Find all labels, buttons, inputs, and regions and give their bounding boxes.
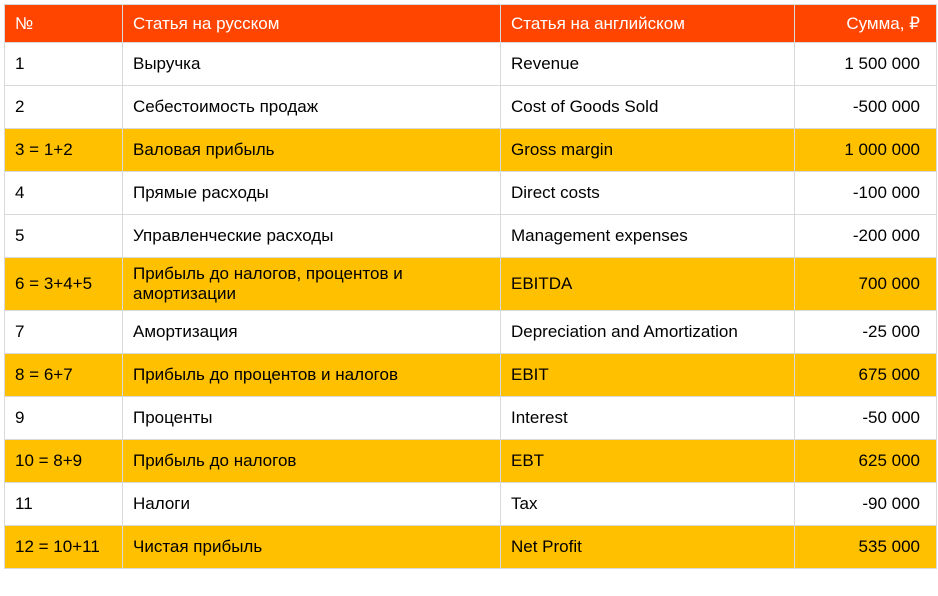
amount-cell: -50 000 bbox=[794, 396, 937, 440]
amount-cell: -25 000 bbox=[794, 310, 937, 354]
table-header: № Статья на русском Статья на английском… bbox=[4, 4, 937, 43]
amount-cell: 1 000 000 bbox=[794, 128, 937, 172]
article-en-cell: Tax bbox=[500, 482, 795, 526]
header-amount: Сумма, ₽ bbox=[794, 4, 937, 43]
article-en-cell: Depreciation and Amortization bbox=[500, 310, 795, 354]
article-en-cell: Revenue bbox=[500, 42, 795, 86]
article-ru-cell: Чистая прибыль bbox=[122, 525, 501, 569]
article-en-cell: Gross margin bbox=[500, 128, 795, 172]
article-ru-cell: Выручка bbox=[122, 42, 501, 86]
article-ru-cell: Валовая прибыль bbox=[122, 128, 501, 172]
amount-cell: 535 000 bbox=[794, 525, 937, 569]
article-ru-cell: Управленческие расходы bbox=[122, 214, 501, 258]
header-number: № bbox=[4, 4, 123, 43]
row-number-cell: 4 bbox=[4, 171, 123, 215]
table-row: 7 Амортизация Depreciation and Amortizatio… bbox=[4, 310, 937, 354]
table-row-subtotal: 8 = 6+7 Прибыль до процентов и налогов EBI… bbox=[4, 353, 937, 397]
article-en-cell: Interest bbox=[500, 396, 795, 440]
amount-cell: 675 000 bbox=[794, 353, 937, 397]
article-ru-cell: Прибыль до налогов, процентов и амортиза… bbox=[122, 257, 501, 311]
article-en-cell: Management expenses bbox=[500, 214, 795, 258]
article-ru-cell: Прямые расходы bbox=[122, 171, 501, 215]
table-row-subtotal: 10 = 8+9 Прибыль до налогов EBT 625 000 bbox=[4, 439, 937, 483]
table-row: 9 Проценты Interest -50 000 bbox=[4, 396, 937, 440]
amount-cell: -500 000 bbox=[794, 85, 937, 129]
article-en-cell: Net Profit bbox=[500, 525, 795, 569]
amount-cell: -100 000 bbox=[794, 171, 937, 215]
article-en-cell: Direct costs bbox=[500, 171, 795, 215]
table-row: 1 Выручка Revenue 1 500 000 bbox=[4, 42, 937, 86]
table-row: 4 Прямые расходы Direct costs -100 000 bbox=[4, 171, 937, 215]
article-ru-cell: Проценты bbox=[122, 396, 501, 440]
article-ru-cell: Себестоимость продаж bbox=[122, 85, 501, 129]
header-row: № Статья на русском Статья на английском… bbox=[4, 4, 937, 43]
article-en-cell: EBT bbox=[500, 439, 795, 483]
table-row: 11 Налоги Tax -90 000 bbox=[4, 482, 937, 526]
amount-cell: -200 000 bbox=[794, 214, 937, 258]
amount-cell: -90 000 bbox=[794, 482, 937, 526]
article-ru-cell: Прибыль до процентов и налогов bbox=[122, 353, 501, 397]
article-ru-cell: Амортизация bbox=[122, 310, 501, 354]
row-number-cell: 6 = 3+4+5 bbox=[4, 257, 123, 311]
header-article-ru: Статья на русском bbox=[122, 4, 501, 43]
row-number-cell: 10 = 8+9 bbox=[4, 439, 123, 483]
table-body: 1 Выручка Revenue 1 500 000 2 Себестоимость п… bbox=[4, 42, 937, 569]
amount-cell: 1 500 000 bbox=[794, 42, 937, 86]
row-number-cell: 12 = 10+11 bbox=[4, 525, 123, 569]
row-number-cell: 9 bbox=[4, 396, 123, 440]
header-article-en: Статья на английском bbox=[500, 4, 795, 43]
article-en-cell: EBIT bbox=[500, 353, 795, 397]
amount-cell: 625 000 bbox=[794, 439, 937, 483]
row-number-cell: 3 = 1+2 bbox=[4, 128, 123, 172]
table-row: 2 Себестоимость продаж Cost of Goods Sold -… bbox=[4, 85, 937, 129]
table-row-subtotal: 6 = 3+4+5 Прибыль до налогов, процентов и… bbox=[4, 257, 937, 311]
row-number-cell: 11 bbox=[4, 482, 123, 526]
article-ru-cell: Налоги bbox=[122, 482, 501, 526]
amount-cell: 700 000 bbox=[794, 257, 937, 311]
article-en-cell: EBITDA bbox=[500, 257, 795, 311]
table-row-subtotal: 12 = 10+11 Чистая прибыль Net Profit 535 00… bbox=[4, 525, 937, 569]
row-number-cell: 2 bbox=[4, 85, 123, 129]
row-number-cell: 7 bbox=[4, 310, 123, 354]
pnl-table: № Статья на русском Статья на английском… bbox=[4, 4, 937, 569]
table-row-subtotal: 3 = 1+2 Валовая прибыль Gross margin 1 000 … bbox=[4, 128, 937, 172]
row-number-cell: 5 bbox=[4, 214, 123, 258]
row-number-cell: 8 = 6+7 bbox=[4, 353, 123, 397]
row-number-cell: 1 bbox=[4, 42, 123, 86]
article-en-cell: Cost of Goods Sold bbox=[500, 85, 795, 129]
article-ru-cell: Прибыль до налогов bbox=[122, 439, 501, 483]
table-row: 5 Управленческие расходы Management expens… bbox=[4, 214, 937, 258]
